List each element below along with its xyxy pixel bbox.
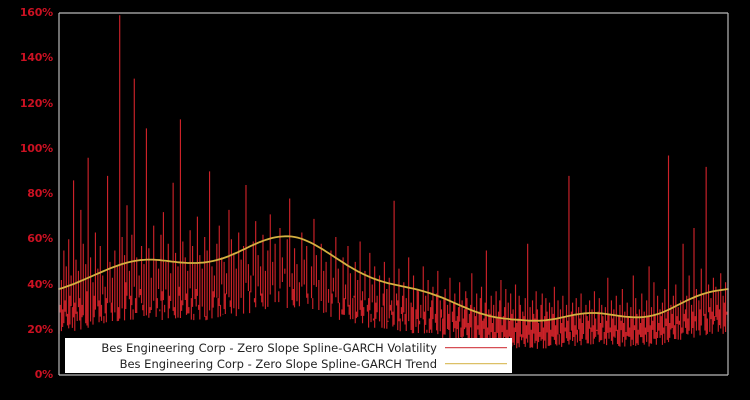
legend-swatch-trend [445,358,507,370]
trend-line [58,235,729,322]
y-axis-tick-20: 20% [27,322,53,336]
y-axis-tick-0: 0% [34,368,53,381]
y-axis-tick-140: 140% [19,51,53,65]
legend-item-volatility: Bes Engineering Corp - Zero Slope Spline… [66,340,511,356]
legend-swatch-volatility [445,342,507,354]
y-axis-tick-40: 40% [27,277,53,291]
y-axis-tick-160: 160% [19,6,53,19]
legend-item-trend: Bes Engineering Corp - Zero Slope Spline… [66,356,511,372]
legend-label-volatility: Bes Engineering Corp - Zero Slope Spline… [101,340,437,355]
y-axis-tick-80: 80% [27,187,53,200]
y-axis-tick-120: 120% [19,96,53,110]
y-axis-tick-100: 100% [19,141,53,155]
chart-legend: Bes Engineering Corp - Zero Slope Spline… [65,338,512,373]
y-axis-tick-60: 60% [27,232,53,246]
axis-frame [58,12,729,376]
legend-label-trend: Bes Engineering Corp - Zero Slope Spline… [119,356,437,371]
